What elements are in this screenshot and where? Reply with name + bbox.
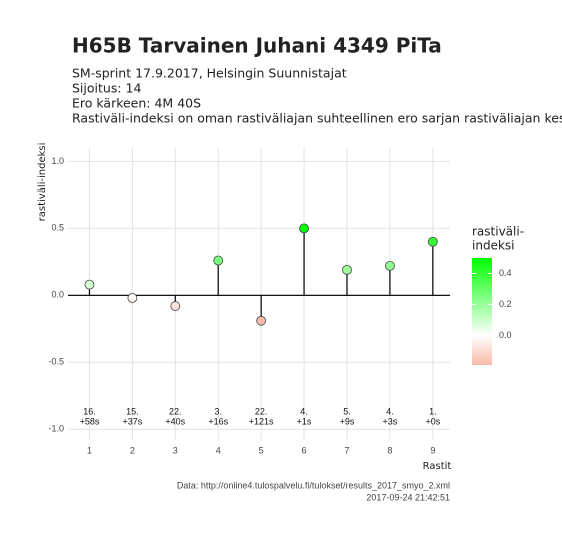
annotation-rank: 4. [386, 406, 394, 416]
annotation-diff: +37s [122, 416, 142, 426]
point [170, 301, 181, 311]
subtitle: Sijoitus: 14 [72, 81, 141, 96]
annotation-rank: 3. [214, 406, 222, 416]
chart-title: H65B Tarvainen Juhani 4349 PiTa [72, 34, 442, 58]
caption: 2017-09-24 21:42:51 [366, 492, 450, 502]
annotation-diff: +40s [165, 416, 185, 426]
annotation-rank: 16. [83, 406, 96, 416]
x-axis-label: Rastit [423, 461, 452, 472]
annotation-rank: 4. [300, 406, 308, 416]
colorbar-label: 0.0 [499, 330, 512, 340]
x-tick-label: 9 [430, 445, 435, 455]
x-tick-label: 8 [387, 445, 392, 455]
annotation-diff: +3s [383, 416, 398, 426]
annotation-diff: +0s [425, 416, 440, 426]
y-axis-label: rastiväli-indeksi [37, 143, 48, 222]
annotation-diff: +9s [340, 416, 355, 426]
colorbar-label: 0.2 [499, 299, 512, 309]
point [213, 255, 224, 266]
subtitle: Ero kärkeen: 4M 40S [72, 96, 201, 111]
x-tick-label: 6 [302, 445, 307, 455]
caption: Data: http://online4.tulospalvelu.fi/tul… [177, 480, 450, 490]
annotation-rank: 1. [429, 406, 437, 416]
y-tick-label: -1.0 [48, 424, 64, 434]
point [427, 236, 438, 247]
point [84, 279, 95, 290]
colorbar-label: 0.4 [499, 268, 512, 278]
annotation-diff: +16s [208, 416, 228, 426]
point [256, 315, 267, 326]
annotation-diff: +1s [297, 416, 312, 426]
annotation-rank: 5. [343, 406, 351, 416]
x-tick-label: 5 [259, 445, 264, 455]
x-tick-label: 3 [173, 445, 178, 455]
annotation-diff: +121s [249, 416, 274, 426]
y-tick-label: 0.5 [51, 223, 64, 233]
colorbar [472, 258, 492, 365]
subtitle: Rastiväli-indeksi on oman rastiväliajan … [72, 111, 562, 126]
annotation-rank: 15. [126, 406, 139, 416]
x-tick-label: 7 [344, 445, 349, 455]
x-tick-label: 4 [216, 445, 221, 455]
point [127, 293, 138, 303]
y-tick-label: -0.5 [48, 357, 64, 367]
y-tick-label: 0.0 [51, 290, 64, 300]
annotation-rank: 22. [169, 406, 182, 416]
legend-title: indeksi [472, 239, 514, 253]
subtitle: SM-sprint 17.9.2017, Helsingin Suunnista… [72, 66, 347, 81]
point [385, 260, 395, 271]
x-tick-label: 1 [87, 445, 92, 455]
x-tick-label: 2 [130, 445, 135, 455]
point [299, 223, 309, 234]
y-tick-label: 1.0 [51, 156, 64, 166]
legend-title: rastiväli- [472, 225, 524, 239]
point [342, 264, 352, 275]
annotation-diff: +58s [80, 416, 100, 426]
annotation-rank: 22. [255, 406, 268, 416]
